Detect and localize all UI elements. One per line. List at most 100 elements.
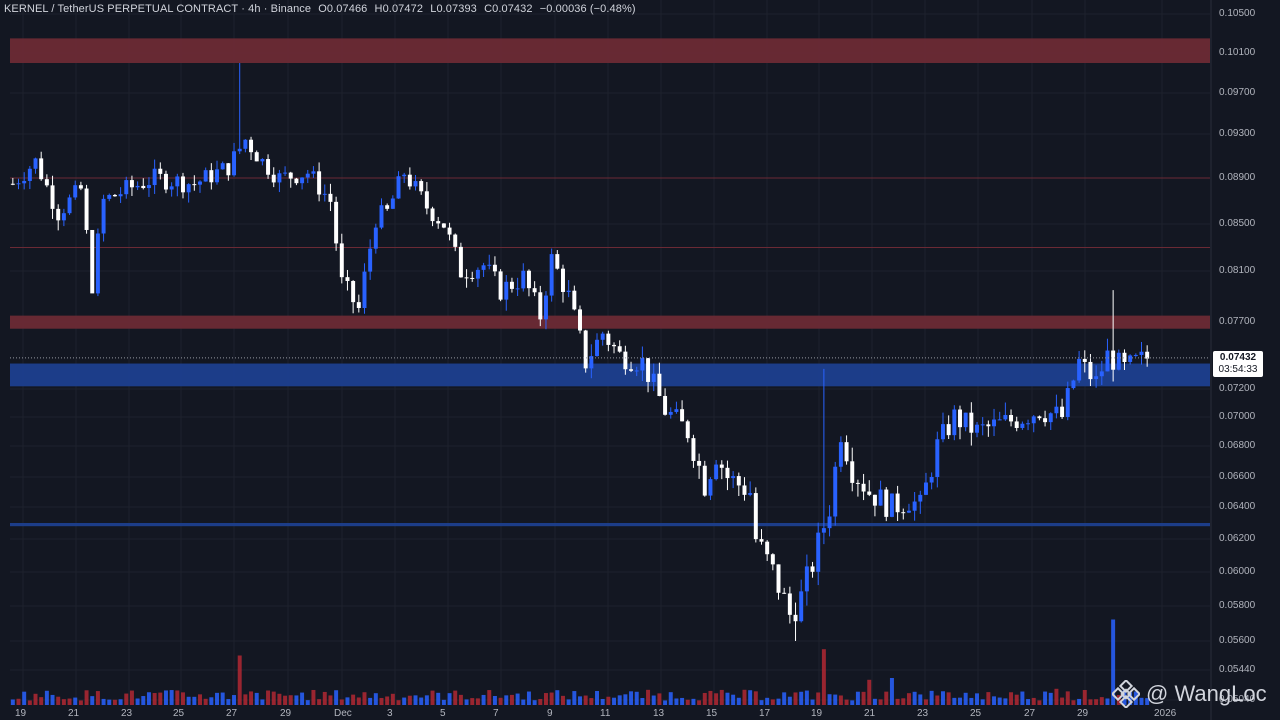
volume-bar <box>543 693 548 705</box>
time-tick-label: 21 <box>864 708 876 719</box>
candle <box>714 459 719 481</box>
candle <box>271 167 276 188</box>
volume-bar <box>906 693 911 705</box>
volume-bar <box>1009 692 1014 705</box>
candle <box>793 602 798 641</box>
volume-bar <box>112 699 117 705</box>
volume-bar <box>816 692 821 705</box>
candle <box>73 180 78 200</box>
volume-bar <box>1145 698 1150 705</box>
candle <box>396 171 401 199</box>
candle <box>237 63 242 155</box>
price-tick-label: 0.08100 <box>1219 265 1256 276</box>
candle <box>124 176 129 199</box>
volume-bar <box>436 692 441 705</box>
volume-bar <box>1111 619 1116 705</box>
candle <box>1009 409 1014 427</box>
candle <box>782 587 787 594</box>
volume-bar <box>419 697 424 705</box>
candle <box>447 222 452 241</box>
volume-bar <box>1105 698 1110 705</box>
volume-bar <box>1139 697 1144 705</box>
volume-bar <box>838 695 843 705</box>
volume-bar <box>481 694 486 705</box>
volume-bar <box>748 690 753 705</box>
volume-bar <box>1088 699 1093 705</box>
candle <box>963 412 968 432</box>
volume-bar <box>163 690 168 705</box>
candle <box>379 198 384 230</box>
candle <box>436 216 441 229</box>
candle <box>328 183 333 212</box>
candle <box>453 233 458 252</box>
volume-bar <box>78 700 83 705</box>
candle <box>487 254 492 270</box>
candles <box>10 63 1150 641</box>
candle <box>266 154 271 179</box>
candle <box>175 173 180 197</box>
candle <box>844 435 849 465</box>
volume-bar <box>10 699 15 705</box>
candle <box>1014 416 1019 432</box>
interval: 4h <box>248 3 261 15</box>
volume-bar <box>986 692 991 705</box>
volume-bar <box>623 694 628 705</box>
exchange: Binance <box>270 3 312 15</box>
time-tick-label: 27 <box>226 708 238 719</box>
candle <box>294 177 299 186</box>
volume-bar <box>1094 699 1099 705</box>
volume-bar <box>118 699 123 705</box>
time-tick-label: 7 <box>493 708 499 719</box>
candle <box>61 208 66 227</box>
volume-bar <box>889 678 894 705</box>
candle <box>657 362 662 397</box>
price-tick-label: 0.06400 <box>1219 501 1256 512</box>
candle <box>827 505 832 537</box>
volume-bar <box>458 694 463 705</box>
volume-bar <box>475 698 480 705</box>
time-tick-label: 11 <box>600 708 611 719</box>
volume-bar <box>1054 688 1059 705</box>
volume-bar <box>992 696 997 705</box>
volume-bar <box>492 695 497 705</box>
candle <box>169 182 174 197</box>
volume-bar <box>663 700 668 705</box>
price-tick-label: 0.05440 <box>1219 664 1256 675</box>
price-tick-label: 0.06200 <box>1219 533 1256 544</box>
volume-bar <box>617 695 622 705</box>
volume-bar <box>334 690 339 705</box>
candle <box>923 472 928 496</box>
low-value: 0.07393 <box>436 3 477 15</box>
candle <box>901 508 906 520</box>
time-tick-label: 2026 <box>1154 708 1177 719</box>
volume-bar <box>198 694 202 705</box>
volume-bar <box>1071 700 1076 705</box>
candle <box>776 564 781 600</box>
watermark-text: @ WangLoc <box>1146 681 1267 706</box>
candle <box>385 203 390 211</box>
volume-bar <box>833 694 838 705</box>
candle <box>561 264 565 303</box>
volume-bar <box>300 692 305 705</box>
time-tick-label: 13 <box>653 708 665 719</box>
volume-bar <box>1020 691 1025 705</box>
volume-bar <box>311 689 316 705</box>
volume-bar <box>84 690 89 705</box>
candle <box>1071 379 1076 390</box>
candle <box>260 158 265 166</box>
volume-bar <box>629 691 634 705</box>
time-tick-label: 21 <box>68 708 80 719</box>
candle <box>640 346 645 381</box>
candle <box>595 333 599 357</box>
candle <box>407 167 412 190</box>
candle <box>1043 410 1048 427</box>
volume-bar <box>714 693 719 705</box>
candle <box>203 167 208 182</box>
time-tick-label: 27 <box>1024 708 1036 719</box>
time-tick-label: 9 <box>547 708 553 719</box>
candle <box>16 178 21 190</box>
candle <box>980 417 985 436</box>
volume-bar <box>923 699 928 705</box>
volume-bar <box>827 694 832 705</box>
